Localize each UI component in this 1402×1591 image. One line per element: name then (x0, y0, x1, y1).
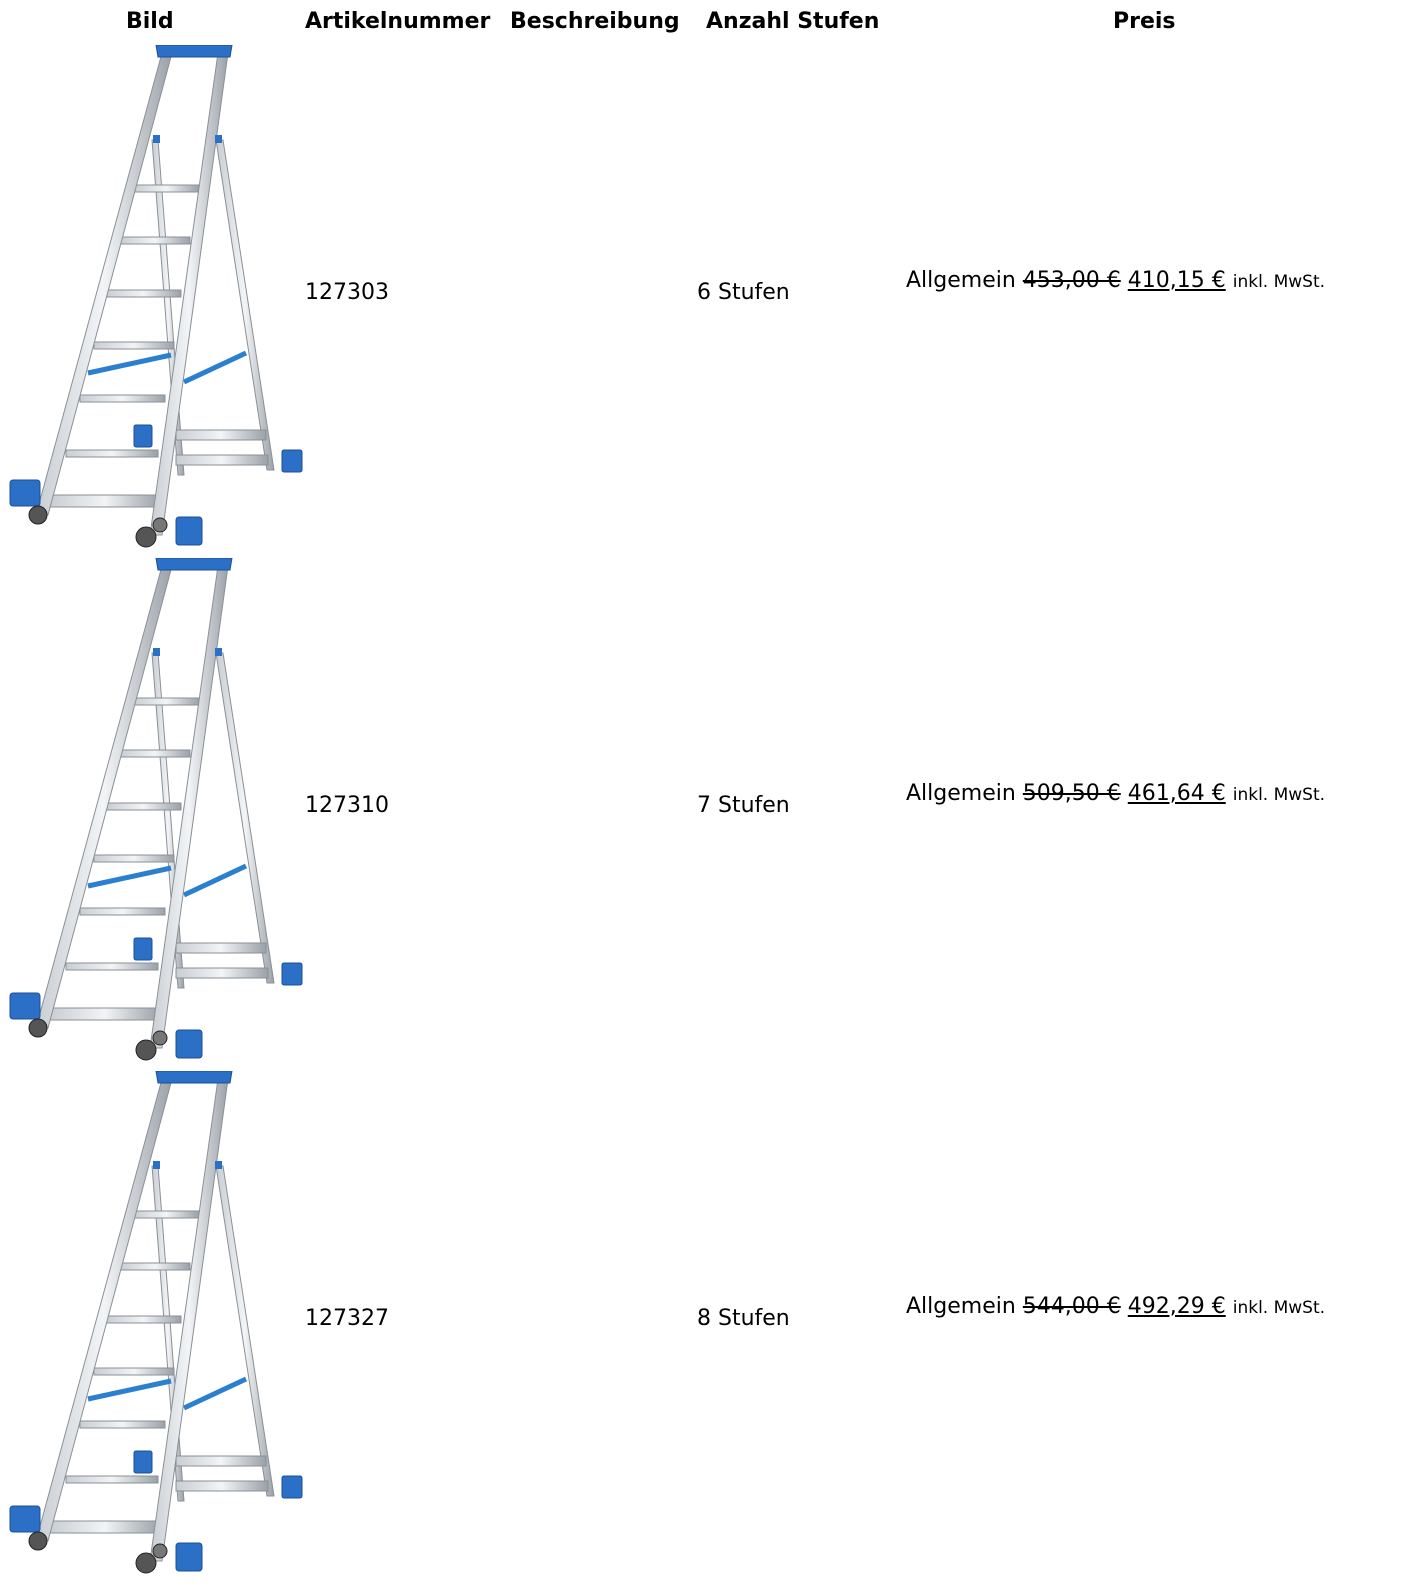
header-cell: Beschreibung (510, 9, 680, 34)
article-number: 127303 (305, 280, 389, 305)
old-price: 453,00 € (1022, 268, 1121, 293)
price: 461,64 € (1127, 781, 1226, 806)
price: 410,15 € (1127, 268, 1226, 293)
old-price: 509,50 € (1022, 781, 1121, 806)
product-image (6, 1071, 306, 1576)
price-group: Allgemein (906, 268, 1016, 293)
price-cell: Allgemein 544,00 € 492,29 € inkl. MwSt. (906, 1293, 1325, 1322)
step-count: 6 Stufen (697, 280, 790, 305)
header-cell: Preis (1113, 9, 1176, 34)
price-group: Allgemein (906, 781, 1016, 806)
price-group: Allgemein (906, 1294, 1016, 1319)
article-number: 127327 (305, 1306, 389, 1331)
price-cell: Allgemein 453,00 € 410,15 € inkl. MwSt. (906, 267, 1325, 296)
step-count: 8 Stufen (697, 1306, 790, 1331)
product-image (6, 558, 306, 1063)
tax-note: inkl. MwSt. (1232, 272, 1326, 292)
product-image (6, 45, 306, 550)
tax-note: inkl. MwSt. (1232, 1298, 1326, 1318)
step-count: 7 Stufen (697, 793, 790, 818)
tax-note: inkl. MwSt. (1232, 785, 1326, 805)
article-number: 127310 (305, 793, 389, 818)
old-price: 544,00 € (1022, 1294, 1121, 1319)
price: 492,29 € (1127, 1294, 1226, 1319)
price-cell: Allgemein 509,50 € 461,64 € inkl. MwSt. (906, 780, 1325, 809)
header-cell: Anzahl Stufen (706, 9, 880, 34)
header-cell: Bild (126, 9, 174, 34)
header-cell: Artikelnummer (305, 9, 491, 34)
